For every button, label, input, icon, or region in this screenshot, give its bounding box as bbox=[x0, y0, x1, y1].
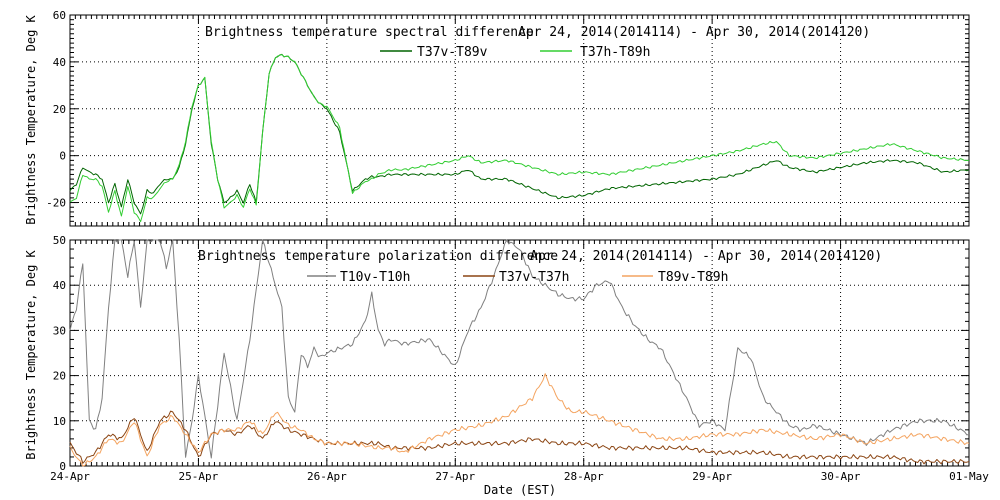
series-line-t10v-t10h bbox=[69, 239, 970, 459]
spectral-plot-frame bbox=[69, 14, 970, 227]
polarization-title: Brightness temperature polarization diff… bbox=[198, 249, 558, 264]
polarization-y-axis-label: Brightness Temperature, Deg K bbox=[24, 249, 38, 459]
polarization-date-range: Apr 24, 2014(2014114) - Apr 30, 2014(201… bbox=[530, 249, 882, 264]
spectral-series bbox=[69, 53, 970, 223]
x-tick-label-27-apr: 27-Apr bbox=[435, 470, 475, 483]
spectral-y-tick-label: 0 bbox=[59, 150, 66, 163]
spectral-y-tick-label: 40 bbox=[53, 56, 66, 69]
series-line-t37v-t37h bbox=[69, 410, 970, 465]
x-tick-label-30-apr: 30-Apr bbox=[821, 470, 861, 483]
polarization-panel: 0 10 20 30 40 50 24-Apr 25-Apr 26-Apr 27-Apr 28-A… bbox=[24, 234, 989, 497]
series-line-t89v-t89h bbox=[69, 373, 970, 467]
spectral-title: Brightness temperature spectral differen… bbox=[205, 25, 534, 40]
spectral-panel: -20 0 20 40 60 Brightness temperature spectr… bbox=[24, 9, 970, 227]
polarization-y-tick-label: 40 bbox=[53, 279, 66, 292]
spectral-y-tick-label: -20 bbox=[46, 197, 66, 210]
legend-label-t10v-t10h: T10v-T10h bbox=[340, 270, 410, 285]
x-tick-label-24-apr: 24-Apr bbox=[50, 470, 90, 483]
x-tick-label-26-apr: 26-Apr bbox=[307, 470, 347, 483]
polarization-y-tick-label: 20 bbox=[53, 370, 66, 383]
polarization-y-tick-labels: 0 10 20 30 40 50 bbox=[53, 234, 66, 473]
legend-label-t37h-t89h: T37h-T89h bbox=[580, 45, 650, 60]
polarization-y-tick-label: 50 bbox=[53, 234, 66, 247]
polarization-y-tick-label: 30 bbox=[53, 324, 66, 337]
legend-label-t37v-t89v: T37v-T89v bbox=[417, 45, 488, 60]
polarization-series bbox=[69, 239, 970, 467]
x-axis-label: Date (EST) bbox=[484, 483, 556, 497]
x-tick-labels: 24-Apr 25-Apr 26-Apr 27-Apr 28-Apr 29-Apr 30-A… bbox=[50, 470, 989, 483]
x-tick-label-25-apr: 25-Apr bbox=[179, 470, 219, 483]
spectral-gridlines bbox=[70, 15, 969, 226]
x-tick-label-01-may: 01-May bbox=[949, 470, 989, 483]
spectral-y-tick-label: 60 bbox=[53, 9, 66, 22]
x-tick-label-29-apr: 29-Apr bbox=[692, 470, 732, 483]
spectral-y-tick-label: 20 bbox=[53, 103, 66, 116]
x-tick-label-28-apr: 28-Apr bbox=[564, 470, 604, 483]
series-line-t37h-t89h bbox=[69, 54, 970, 223]
legend-label-t37v-t37h: T37v-T37h bbox=[499, 270, 569, 285]
spectral-date-range: Apr 24, 2014(2014114) - Apr 30, 2014(201… bbox=[518, 25, 870, 40]
spectral-y-axis-label: Brightness Temperature, Deg K bbox=[24, 14, 38, 224]
spectral-ticks bbox=[69, 14, 970, 227]
polarization-y-tick-label: 0 bbox=[59, 460, 66, 473]
spectral-y-tick-labels: -20 0 20 40 60 bbox=[46, 9, 66, 210]
polarization-ticks bbox=[69, 239, 970, 467]
legend-label-t89v-t89h: T89v-T89h bbox=[658, 270, 728, 285]
polarization-y-tick-label: 10 bbox=[53, 415, 66, 428]
